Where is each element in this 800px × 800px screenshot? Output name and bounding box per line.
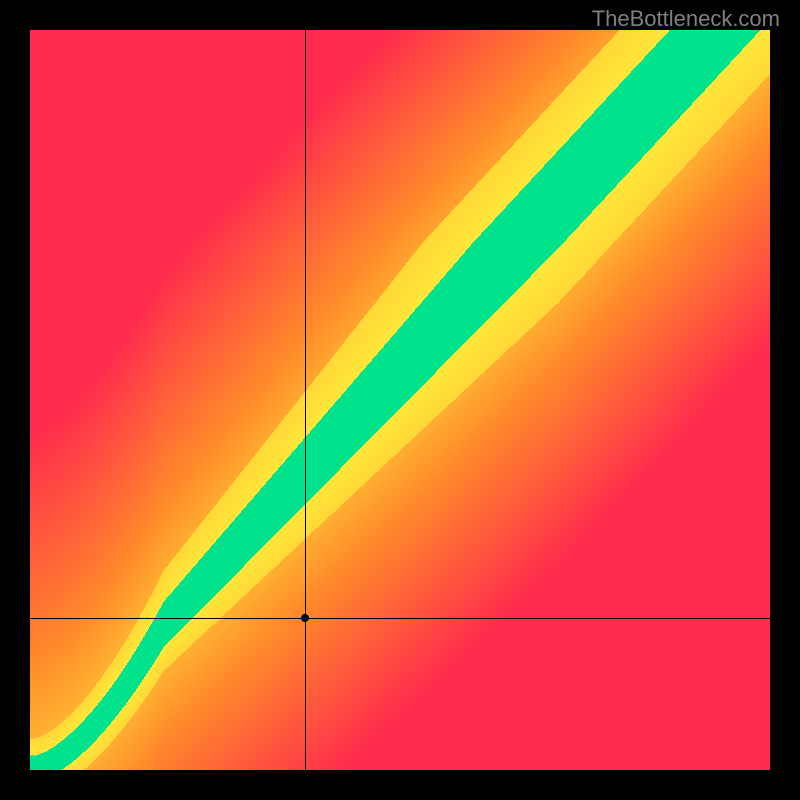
crosshair-horizontal — [30, 618, 770, 619]
bottleneck-heatmap — [30, 30, 770, 770]
crosshair-vertical — [305, 30, 306, 770]
chart-container: TheBottleneck.com — [0, 0, 800, 800]
crosshair-marker — [301, 614, 309, 622]
watermark-text: TheBottleneck.com — [592, 6, 780, 32]
